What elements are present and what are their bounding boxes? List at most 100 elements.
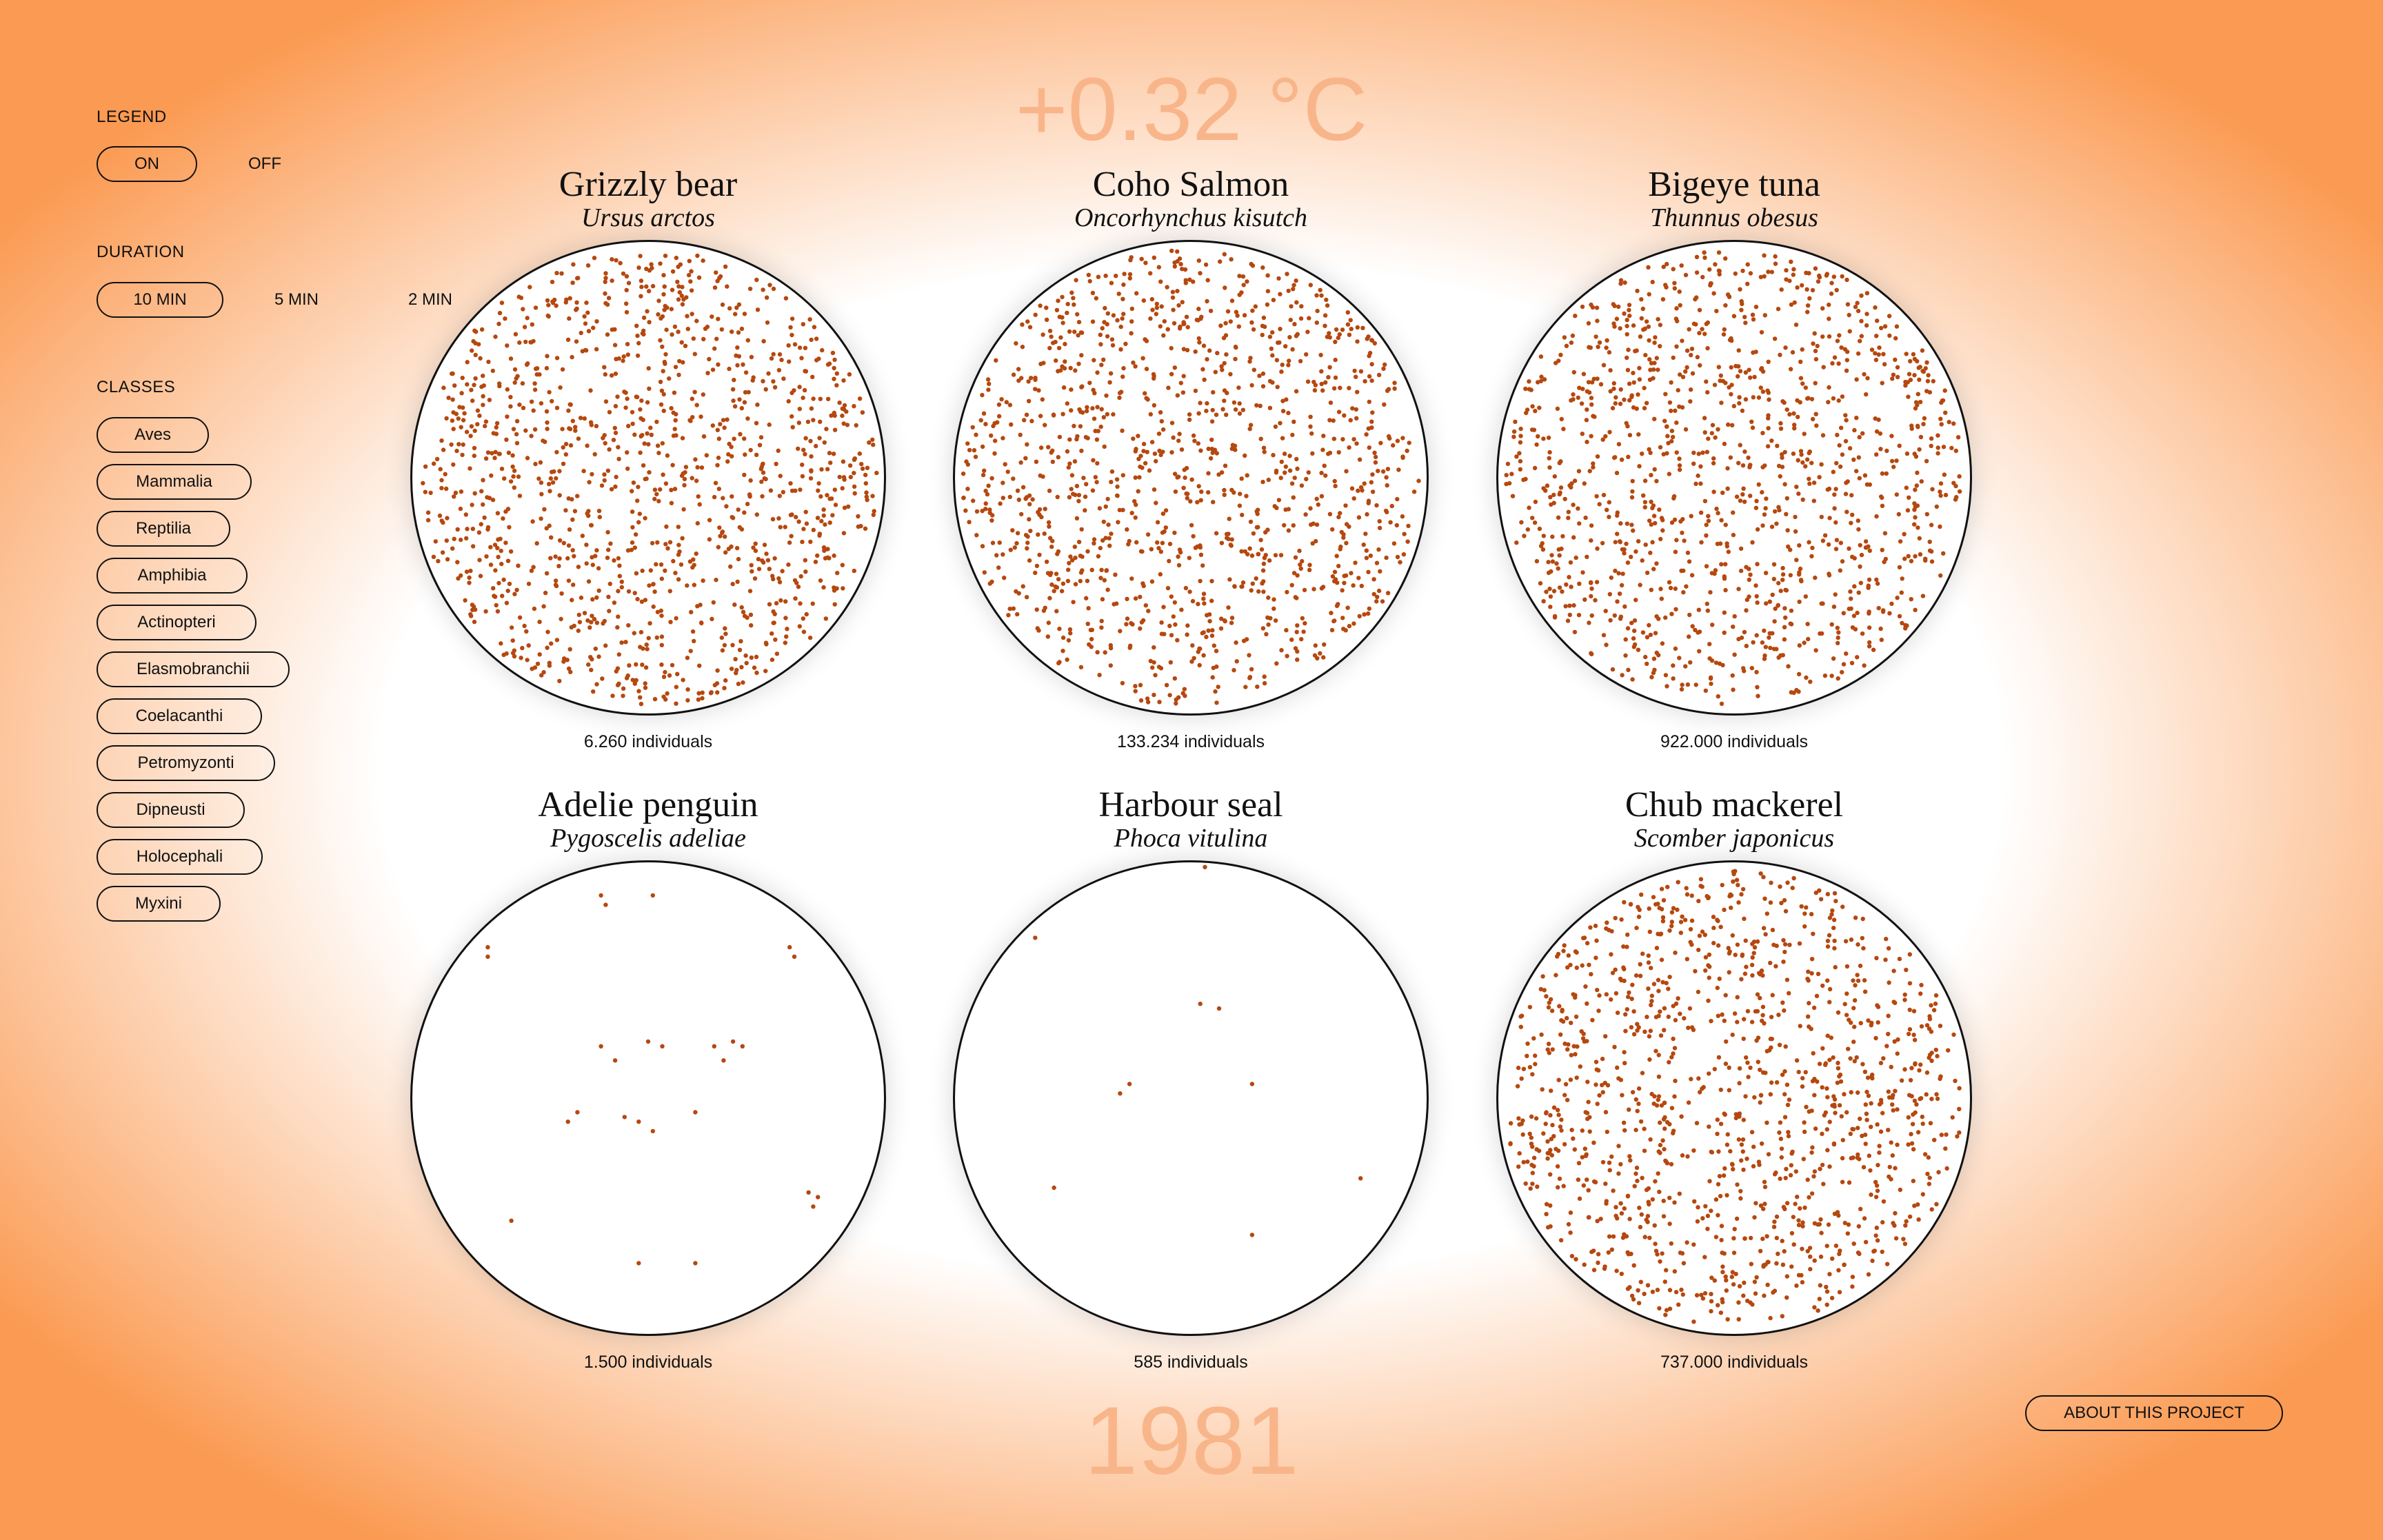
individual-dot (1237, 503, 1243, 508)
individual-dot (1741, 1117, 1746, 1122)
legend-off-button[interactable]: OFF (248, 154, 281, 173)
individual-dot (1080, 384, 1085, 389)
class-filter-reptilia[interactable]: Reptilia (97, 511, 230, 547)
class-filter-coelacanthi[interactable]: Coelacanthi (97, 698, 262, 734)
class-filter-aves[interactable]: Aves (97, 417, 209, 453)
individual-dot (505, 343, 510, 348)
individual-dot (1364, 556, 1369, 560)
individual-dot (440, 550, 445, 555)
individual-dot (594, 620, 600, 625)
individual-dot (1798, 578, 1804, 582)
duration-5min-button[interactable]: 5 MIN (274, 290, 319, 309)
individual-dot (1540, 541, 1545, 546)
individual-dot (1625, 560, 1631, 565)
class-filter-dipneusti[interactable]: Dipneusti (97, 792, 245, 828)
individual-dot (485, 527, 490, 532)
class-filter-amphibia[interactable]: Amphibia (97, 558, 248, 594)
individual-dot (1038, 414, 1043, 418)
individual-dot (623, 405, 628, 410)
individual-dot (771, 379, 776, 384)
class-filter-elasmobranchii[interactable]: Elasmobranchii (97, 651, 290, 687)
class-filter-petromyzonti[interactable]: Petromyzonti (97, 745, 275, 781)
individual-dot (1671, 355, 1676, 361)
individual-dot (1531, 1036, 1536, 1041)
individual-dot (441, 447, 446, 452)
individual-dot (1577, 1196, 1582, 1201)
individual-dot (700, 690, 705, 695)
individual-dot (1049, 545, 1054, 549)
individual-dot (1582, 935, 1587, 940)
individual-dot (1595, 376, 1600, 381)
individual-dot (1134, 291, 1139, 296)
individual-dot (1137, 475, 1142, 480)
individual-dot (1295, 466, 1300, 472)
individual-dot (1886, 1031, 1891, 1037)
individual-dot (1527, 1131, 1532, 1136)
individual-dot (639, 434, 643, 439)
individual-dot (1807, 481, 1812, 486)
individual-dot (1364, 432, 1369, 437)
individual-dot (1753, 1009, 1758, 1014)
individual-dot (1843, 438, 1849, 444)
individual-dot (742, 436, 747, 441)
individual-dot (1521, 1066, 1527, 1071)
individual-dot (1154, 301, 1159, 306)
individual-dot (1571, 1044, 1576, 1048)
class-filter-actinopteri[interactable]: Actinopteri (97, 605, 257, 640)
individual-dot (1782, 1092, 1787, 1097)
individual-dot (1654, 650, 1659, 656)
individual-dot (573, 425, 578, 429)
individual-dot (1627, 398, 1632, 403)
individual-dot (1647, 377, 1653, 382)
individual-dot (1838, 464, 1843, 469)
individual-dot (1576, 1177, 1581, 1182)
individual-dot (719, 635, 724, 640)
class-filter-myxini[interactable]: Myxini (97, 886, 221, 922)
individual-dot (1171, 435, 1176, 440)
individual-dot (504, 437, 509, 442)
individual-dot (741, 362, 745, 367)
individual-dot (1206, 446, 1211, 452)
about-project-button[interactable]: ABOUT THIS PROJECT (2025, 1395, 2283, 1431)
class-filter-holocephali[interactable]: Holocephali (97, 839, 263, 875)
individual-dot (585, 310, 590, 315)
individual-dot (510, 453, 515, 458)
individual-dot (1639, 316, 1644, 321)
individual-dot (575, 494, 580, 498)
individual-dot (1938, 416, 1943, 421)
individual-dot (1712, 383, 1718, 387)
individual-dot (736, 354, 742, 359)
individual-dot (559, 271, 564, 276)
individual-dot (1172, 472, 1178, 476)
individual-dot (460, 376, 465, 381)
class-filter-mammalia[interactable]: Mammalia (97, 464, 252, 500)
individual-dot (1927, 1017, 1933, 1022)
individual-dot (1613, 395, 1618, 400)
legend-on-button[interactable]: ON (97, 146, 197, 182)
individual-dot (1573, 314, 1578, 318)
individual-dot (1698, 481, 1703, 486)
individual-dot (1731, 532, 1736, 538)
individual-dot (793, 596, 798, 601)
individual-dot (1514, 540, 1519, 545)
individual-dot (1812, 1093, 1817, 1097)
individual-dot (1797, 599, 1802, 605)
individual-dot (1834, 460, 1839, 466)
individual-dot (1111, 313, 1116, 318)
individual-dot (759, 479, 764, 484)
individual-dot (1680, 405, 1685, 410)
individual-dot (1857, 1251, 1862, 1257)
individual-dot (1257, 374, 1262, 378)
duration-10min-button[interactable]: 10 MIN (97, 282, 223, 318)
individual-dot (1557, 1004, 1562, 1009)
individual-dot (1054, 571, 1059, 576)
individual-dot (736, 507, 741, 512)
individual-dot (709, 690, 714, 695)
individual-dot (1928, 1121, 1933, 1126)
individual-dot (605, 529, 610, 535)
individual-dot (1229, 446, 1234, 452)
individual-dot (1688, 399, 1693, 404)
individual-dot (1731, 314, 1737, 318)
individual-dot (1771, 576, 1776, 582)
duration-2min-button[interactable]: 2 MIN (408, 290, 453, 309)
